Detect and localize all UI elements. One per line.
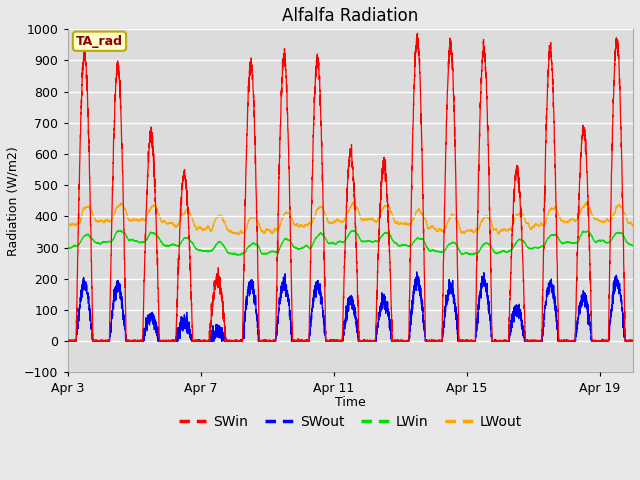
Y-axis label: Radiation (W/m2): Radiation (W/m2) — [7, 146, 20, 256]
Bar — [67, 185, 633, 248]
Bar — [67, 60, 633, 123]
Legend: SWin, SWout, LWin, LWout: SWin, SWout, LWin, LWout — [173, 409, 527, 434]
X-axis label: Time: Time — [335, 396, 365, 409]
Bar — [67, 0, 633, 60]
Title: Alfalfa Radiation: Alfalfa Radiation — [282, 7, 419, 25]
Bar — [67, 123, 633, 185]
Bar — [67, 248, 633, 310]
Text: TA_rad: TA_rad — [76, 35, 123, 48]
Bar — [67, 310, 633, 372]
